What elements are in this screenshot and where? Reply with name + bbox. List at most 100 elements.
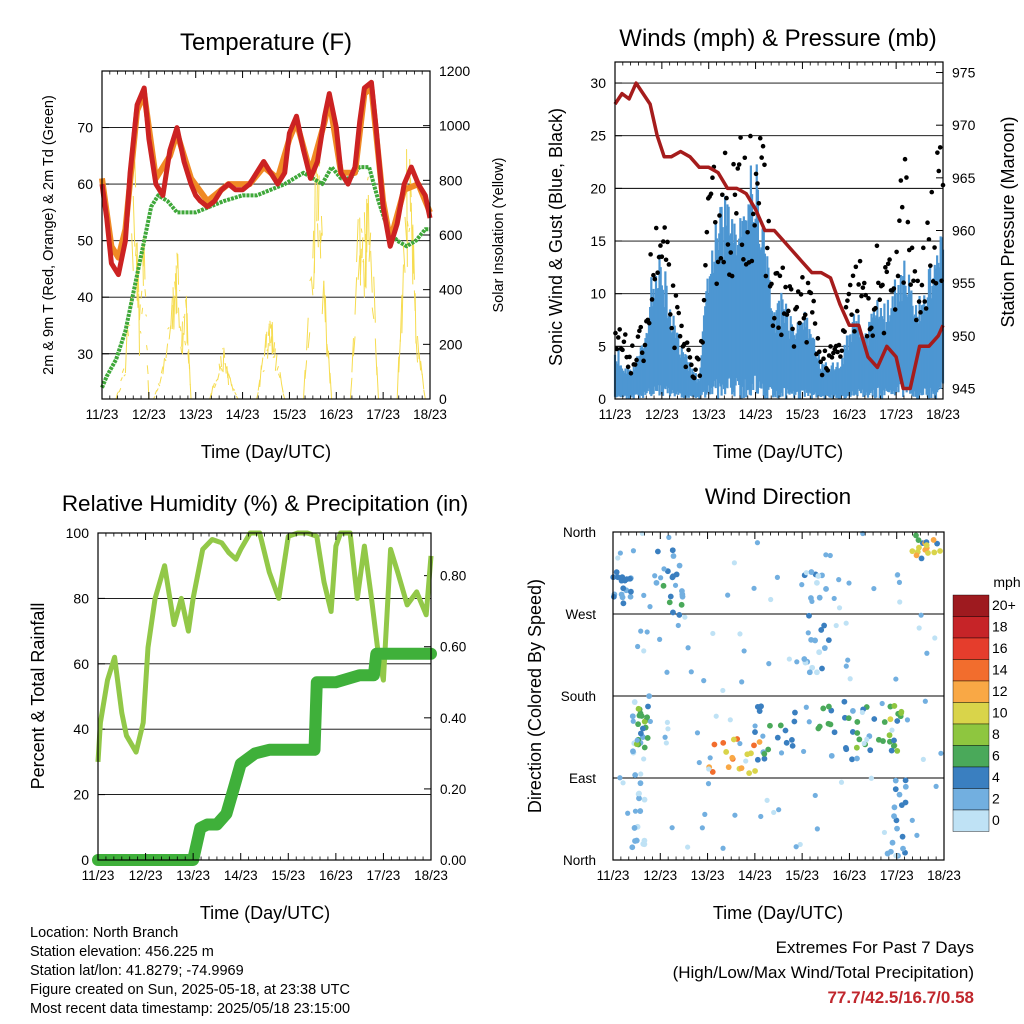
solar-insolation-segment bbox=[357, 255, 361, 280]
gust-point bbox=[913, 317, 919, 323]
direction-point bbox=[732, 812, 738, 818]
direction-point bbox=[812, 792, 818, 799]
solar-insolation-segment bbox=[370, 250, 373, 293]
solar-insolation-segment bbox=[256, 392, 259, 400]
direction-point bbox=[617, 550, 623, 556]
gust-point bbox=[736, 162, 742, 167]
gust-point bbox=[909, 245, 915, 251]
direction-point bbox=[669, 825, 675, 831]
solar-insolation-segment bbox=[306, 317, 309, 351]
solar-insolation-segment bbox=[218, 363, 221, 371]
gust-point bbox=[638, 324, 644, 330]
gust-point bbox=[842, 329, 847, 334]
solar-insolation-segment bbox=[170, 297, 173, 329]
colorbar-label: 8 bbox=[992, 726, 1000, 742]
solar-insolation-segment bbox=[132, 195, 136, 247]
gust-point bbox=[759, 155, 764, 160]
solar-insolation-segment bbox=[319, 230, 322, 259]
gust-point bbox=[885, 261, 891, 267]
gust-point bbox=[731, 161, 736, 167]
direction-point bbox=[812, 637, 818, 644]
solar-insolation-segment bbox=[364, 234, 367, 287]
x-tick-label: 18/23 bbox=[414, 868, 448, 883]
x-tick-label: 13/23 bbox=[176, 868, 210, 883]
humidity-line bbox=[95, 530, 434, 763]
gust-point bbox=[717, 213, 722, 218]
direction-point bbox=[881, 829, 888, 836]
direction-point bbox=[893, 676, 899, 682]
solar-insolation-segment bbox=[131, 233, 134, 271]
direction-point bbox=[658, 575, 664, 581]
direction-point bbox=[902, 799, 909, 806]
x-tick-label: 18/23 bbox=[413, 407, 447, 422]
gust-point bbox=[752, 223, 757, 228]
y-right-tick-label: 1200 bbox=[439, 63, 470, 79]
solar-insolation-segment bbox=[183, 313, 186, 335]
solar-insolation-segment bbox=[320, 216, 323, 236]
direction-point bbox=[853, 744, 860, 751]
solar-insolation-segment bbox=[411, 226, 414, 285]
direction-point bbox=[891, 804, 898, 811]
winds-xlabel: Time (Day/UTC) bbox=[713, 442, 843, 462]
colorbar-swatch bbox=[952, 616, 990, 639]
direction-point bbox=[621, 577, 628, 584]
gust-point bbox=[712, 219, 718, 225]
station-latlon: Station lat/lon: 41.8279; -74.9969 bbox=[30, 963, 244, 979]
direction-point bbox=[861, 740, 867, 747]
gust-point bbox=[863, 292, 868, 298]
gust-point bbox=[892, 307, 898, 312]
direction-point bbox=[797, 841, 803, 848]
direction-point bbox=[803, 704, 809, 710]
direction-point bbox=[846, 580, 852, 586]
solar-insolation-segment bbox=[320, 232, 322, 244]
direction-point bbox=[641, 648, 647, 654]
gust-point bbox=[750, 211, 756, 217]
gust-point bbox=[687, 355, 693, 360]
direction-point bbox=[838, 779, 845, 785]
direction-point bbox=[627, 593, 634, 600]
solar-insolation-segment bbox=[146, 345, 148, 351]
gust-point bbox=[797, 320, 802, 326]
gust-point bbox=[704, 229, 710, 235]
gust-point bbox=[835, 349, 840, 355]
x-tick-label: 11/23 bbox=[82, 868, 115, 883]
direction-point bbox=[720, 845, 726, 851]
solar-insolation-segment bbox=[281, 384, 284, 393]
solar-insolation-segment bbox=[257, 379, 261, 391]
y-right-tick-label: 400 bbox=[439, 282, 463, 298]
direction-point bbox=[932, 635, 938, 641]
direction-point bbox=[641, 796, 648, 803]
gust-point bbox=[630, 343, 635, 348]
direction-point bbox=[915, 537, 922, 544]
gust-point bbox=[748, 133, 753, 139]
colorbar-swatch bbox=[952, 745, 990, 768]
x-tick-label: 12/23 bbox=[643, 868, 677, 883]
gust-point bbox=[874, 243, 880, 249]
extremes-values: 77.7/42.5/16.7/0.58 bbox=[827, 988, 974, 1007]
direction-point bbox=[902, 783, 909, 790]
gust-point bbox=[621, 339, 627, 345]
colorbar-swatch bbox=[952, 637, 990, 660]
x-tick-label: 13/23 bbox=[692, 407, 726, 422]
gust-point bbox=[902, 156, 908, 162]
direction-point bbox=[827, 552, 833, 559]
direction-point bbox=[699, 825, 705, 831]
colorbar-label: 0 bbox=[992, 812, 1000, 828]
direction-point bbox=[767, 722, 773, 729]
solar-insolation-segment bbox=[173, 295, 176, 330]
gust-point bbox=[749, 258, 755, 264]
x-tick-label: 11/23 bbox=[86, 407, 119, 422]
direction-point bbox=[664, 719, 670, 726]
direction-point bbox=[825, 637, 832, 643]
gust-point bbox=[821, 356, 826, 362]
direction-point bbox=[889, 839, 896, 846]
direction-point bbox=[641, 718, 648, 725]
solar-insolation-segment bbox=[282, 393, 286, 400]
gust-point bbox=[672, 345, 677, 351]
gust-point bbox=[818, 359, 824, 365]
direction-point bbox=[843, 620, 849, 626]
direction-point bbox=[761, 750, 768, 757]
solar-insolation-segment bbox=[232, 388, 236, 391]
gust-point bbox=[724, 195, 729, 201]
gust-point bbox=[769, 281, 774, 287]
